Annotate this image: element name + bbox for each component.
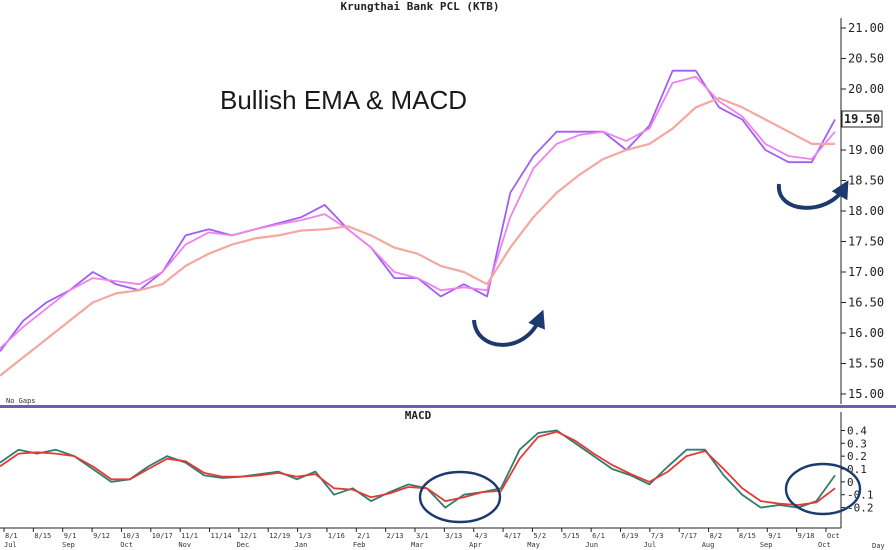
macd-cross-circle-left xyxy=(418,470,502,524)
x-tick-label: 5/15 xyxy=(563,532,580,540)
price-y-tick-label: 17.00 xyxy=(848,265,884,279)
price-y-tick-label: 20.50 xyxy=(848,52,884,66)
x-tick-label: 9/12 xyxy=(93,532,110,540)
price-y-ticks: 15.00 15.50 16.00 16.50 17.00 17.50 18.00 18.50… xyxy=(841,21,884,401)
x-tick-label: 3/1 xyxy=(416,532,429,540)
x-tick-label: 4/17 xyxy=(504,532,521,540)
macd-y-tick-label: 0.3 xyxy=(847,437,867,450)
x-tick-label: 5/2 xyxy=(533,532,546,540)
x-tick-label: 4/3 xyxy=(475,532,488,540)
price-y-tick-label: 21.00 xyxy=(848,21,884,35)
x-month-label: Oct xyxy=(120,541,133,549)
ema-short-line xyxy=(0,75,836,349)
macd-y-tick-label: 0.4 xyxy=(847,424,867,437)
x-tick-label: 7/3 xyxy=(651,532,664,540)
ema-long-line xyxy=(0,97,835,377)
last-value-box xyxy=(841,110,883,128)
x-month-label: May xyxy=(527,541,540,549)
x-month-label: Sep xyxy=(62,541,75,549)
macd-y-ticks: 0.40.30.20.10-0.1-0.2 xyxy=(841,424,874,515)
x-tick-label: 2/1 xyxy=(357,532,370,540)
x-month-label: Jan xyxy=(295,541,308,549)
price-y-tick-label: 15.00 xyxy=(848,387,884,401)
price-y-tick-label: 17.50 xyxy=(848,235,884,249)
price-series xyxy=(0,69,836,377)
annotation-text: Bullish EMA & MACD xyxy=(220,85,467,115)
x-tick-label: 8/15 xyxy=(739,532,756,540)
x-tick-label: 7/17 xyxy=(680,532,697,540)
last-value-label: 19.50 xyxy=(844,112,880,126)
x-tick-label: 6/1 xyxy=(592,532,605,540)
x-month-label: Nov xyxy=(178,541,191,549)
signal-line xyxy=(0,430,836,506)
x-tick-label: 8/2 xyxy=(710,532,723,540)
x-month-label: Jul xyxy=(644,541,657,549)
x-tick-label: 8/15 xyxy=(34,532,51,540)
x-month-label: Jul xyxy=(4,541,17,549)
axis-note-day: Day xyxy=(872,542,885,550)
price-y-tick-label: 18.50 xyxy=(848,174,884,188)
macd-series xyxy=(0,429,836,509)
x-tick-label: 9/1 xyxy=(64,532,77,540)
x-ticks: 8/1 8/15 9/1 9/12 10/3 10/17 11/1 11/14 12/1 12/1… xyxy=(3,528,840,549)
x-axis: 8/1 8/15 9/1 9/12 10/3 10/17 11/1 11/14 12/1 12/1… xyxy=(0,527,885,550)
macd-panel: MACD 0.40.30.20.10-0.1-0.2 xyxy=(0,409,874,528)
chart-title: Krungthai Bank PCL (KTB) xyxy=(341,0,500,13)
panel-divider xyxy=(0,405,896,408)
x-month-label: Jun xyxy=(585,541,598,549)
x-tick-label: 8/1 xyxy=(5,532,18,540)
price-y-tick-label: 16.50 xyxy=(848,296,884,310)
macd-title: MACD xyxy=(405,409,432,422)
x-tick-label: 6/19 xyxy=(622,532,639,540)
x-tick-label: 1/3 xyxy=(299,532,312,540)
x-month-label: Mar xyxy=(411,541,424,549)
x-month-label: Dec xyxy=(237,541,250,549)
macd-line xyxy=(0,429,836,509)
price-y-tick-label: 19.00 xyxy=(848,143,884,157)
x-tick-label: Oct xyxy=(827,532,840,540)
x-tick-label: 12/19 xyxy=(269,532,290,540)
x-month-label: Apr xyxy=(469,541,482,549)
price-y-tick-label: 15.50 xyxy=(848,357,884,371)
price-y-tick-label: 20.00 xyxy=(848,82,884,96)
macd-y-tick-label: 0.1 xyxy=(847,463,867,476)
x-month-label: Sep xyxy=(760,541,773,549)
price-y-tick-label: 18.00 xyxy=(848,204,884,218)
x-tick-label: 2/13 xyxy=(387,532,404,540)
x-tick-label: 11/1 xyxy=(181,532,198,540)
turn-arrow-right xyxy=(776,180,849,210)
macd-y-tick-label: -0.2 xyxy=(847,502,874,515)
x-month-label: Oct xyxy=(818,541,831,549)
macd-y-tick-label: 0.2 xyxy=(847,450,867,463)
x-tick-label: 9/1 xyxy=(768,532,781,540)
x-month-label: Aug xyxy=(702,541,715,549)
macd-y-tick-label: -0.1 xyxy=(847,489,874,502)
x-month-label: Feb xyxy=(353,541,366,549)
x-tick-label: 10/3 xyxy=(122,532,139,540)
turn-arrow-left xyxy=(472,309,545,347)
price-panel: Krungthai Bank PCL (KTB) Bullish EMA & M… xyxy=(0,0,884,405)
no-gaps-label: No Gaps xyxy=(6,397,36,405)
x-tick-label: 12/1 xyxy=(240,532,257,540)
x-tick-label: 11/14 xyxy=(211,532,232,540)
macd-y-tick-label: 0 xyxy=(847,476,854,489)
x-tick-label: 1/16 xyxy=(328,532,345,540)
x-tick-label: 3/13 xyxy=(445,532,462,540)
price-y-tick-label: 16.00 xyxy=(848,326,884,340)
x-tick-label: 10/17 xyxy=(152,532,173,540)
x-tick-label: 9/18 xyxy=(798,532,815,540)
macd-cross-circle-right xyxy=(784,462,862,516)
